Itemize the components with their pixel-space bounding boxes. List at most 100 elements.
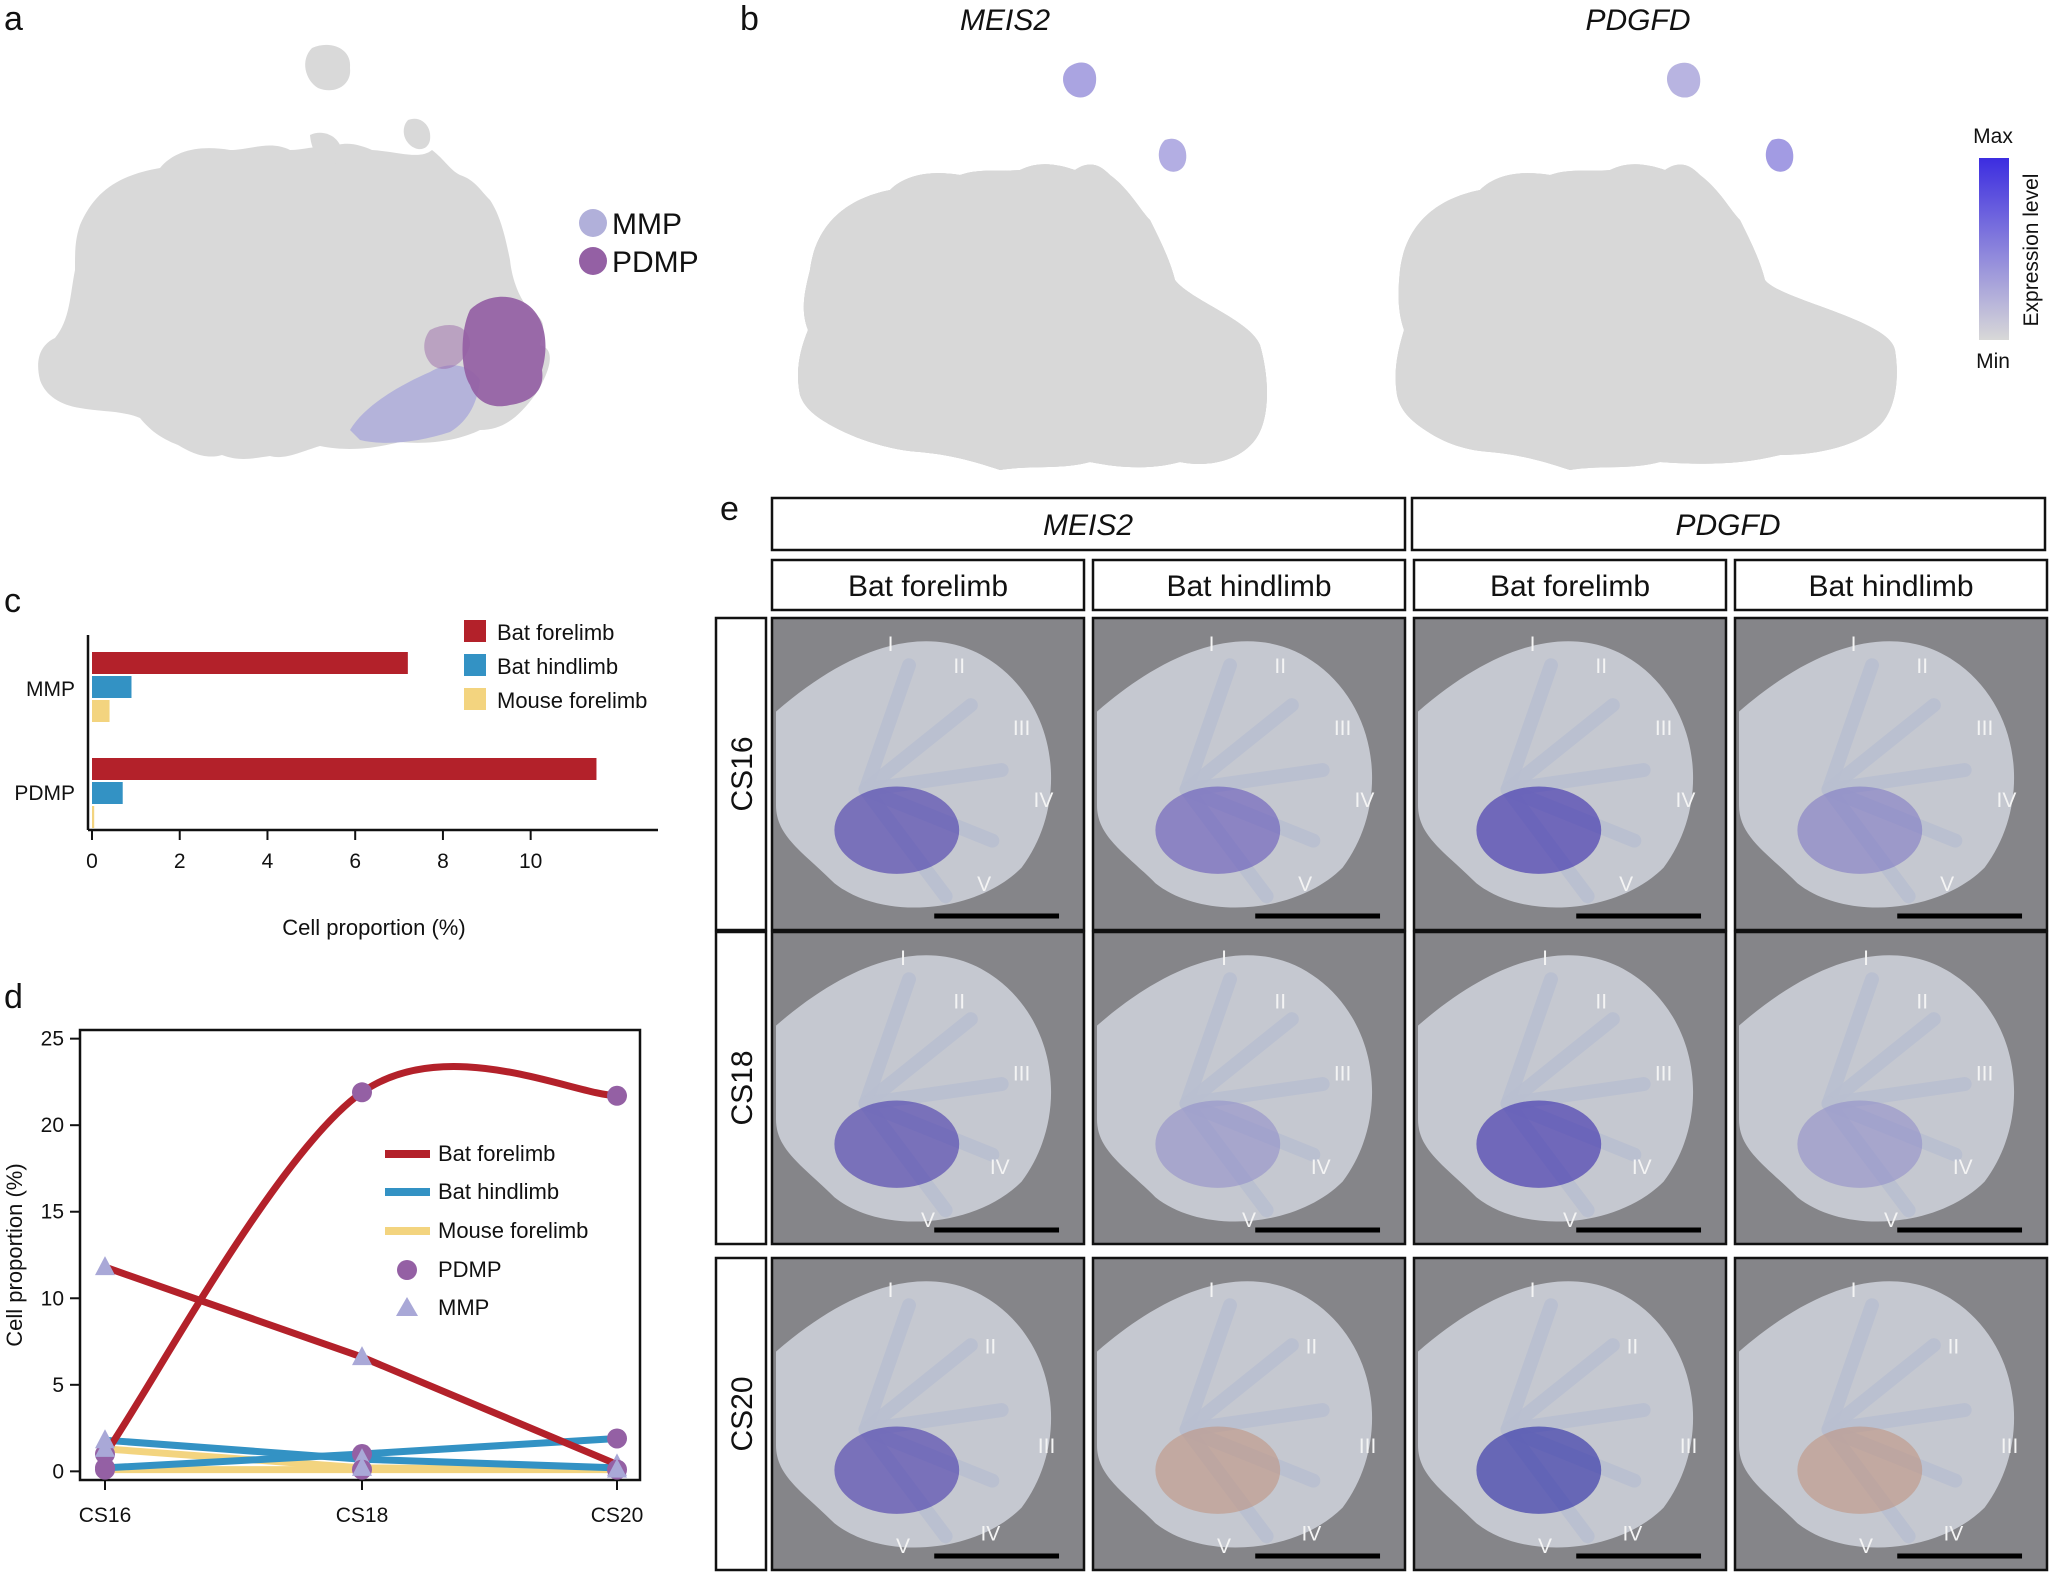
legend-d-bat-forelimb: Bat forelimb	[438, 1141, 555, 1166]
digit-ray	[858, 1403, 1009, 1437]
digit-label-iv: IV	[1311, 1156, 1331, 1179]
row-header-cs20	[714, 1256, 768, 1572]
digit-label-iii: III	[1680, 1435, 1698, 1458]
digit-ray	[1500, 1403, 1651, 1437]
digit-label-iv: IV	[1034, 789, 1054, 812]
digit-label-v: V	[1940, 873, 1954, 896]
digit-label-i: I	[1542, 947, 1548, 970]
digit-label-iv: IV	[1953, 1156, 1973, 1179]
digit-ray	[858, 698, 978, 797]
stain-signal	[834, 786, 960, 874]
x-tick-label-cs20: CS20	[591, 1504, 644, 1527]
bar-pdmp-bat-hindlimb	[92, 782, 123, 804]
colorbar-max-label: Max	[1973, 125, 2013, 148]
point-mmp-mouse-forelimb-cs16	[95, 1437, 115, 1457]
digit-ray	[858, 1077, 1009, 1111]
stain-signal	[1155, 786, 1281, 874]
digit-label-v: V	[921, 1209, 935, 1232]
mmp-cluster	[350, 365, 480, 443]
y-tick-label: 15	[41, 1201, 64, 1224]
legend-pdmp-marker	[579, 247, 607, 275]
digit-ray	[858, 1298, 916, 1437]
digit-ray	[1500, 658, 1558, 797]
bar-pdmp-mouse-forelimb	[92, 806, 95, 828]
digit-ray	[858, 658, 916, 797]
stain-signal	[834, 1100, 960, 1188]
digit-label-iii: III	[1655, 1062, 1673, 1085]
digit-ray	[1179, 658, 1237, 797]
digit-label-i: I	[888, 1279, 894, 1302]
legend-d-pdmp: PDMP	[438, 1257, 502, 1282]
digit-ray	[858, 1012, 978, 1111]
digit-label-iv: IV	[1301, 1523, 1321, 1546]
digit-ray	[858, 1338, 978, 1437]
point-mmp-bat-forelimb-cs16	[95, 1256, 115, 1276]
pdgfd-umap	[1395, 62, 1897, 470]
point-pdmp-bat-hindlimb-cs20	[607, 1428, 627, 1449]
y-tick-label: 5	[52, 1374, 64, 1397]
stain-signal	[1797, 1100, 1923, 1188]
legend-marker-mmp	[396, 1297, 418, 1316]
umap-island-2	[403, 118, 431, 150]
row-header-text-cs18: CS18	[726, 1050, 759, 1125]
digit-label-v: V	[1859, 1535, 1873, 1558]
category-label-mmp: MMP	[26, 678, 75, 701]
digit-label-v: V	[1619, 873, 1633, 896]
x-tick-label: 4	[262, 850, 274, 873]
digit-label-iv: IV	[1676, 789, 1696, 812]
digit-label-ii: II	[953, 991, 965, 1014]
digit-label-i: I	[1851, 1279, 1857, 1302]
digit-ray	[1821, 1298, 1879, 1437]
bar-mmp-mouse-forelimb	[92, 700, 110, 722]
stain-signal	[1476, 786, 1602, 874]
row-header-text-cs16: CS16	[726, 736, 759, 811]
digit-label-i: I	[1863, 947, 1869, 970]
colorbar: Max Min Expression level	[1973, 125, 2043, 373]
digit-label-ii: II	[1274, 991, 1286, 1014]
column-header-text-4: Bat hindlimb	[1808, 570, 1973, 603]
digit-label-v: V	[1298, 873, 1312, 896]
stain-signal	[1797, 1426, 1923, 1514]
bar-mmp-bat-hindlimb	[92, 676, 132, 698]
row-header-text-cs20: CS20	[726, 1376, 759, 1451]
y-tick-label: 10	[41, 1287, 64, 1310]
legend-marker-pdmp	[397, 1260, 417, 1280]
digit-label-iii: III	[2001, 1435, 2019, 1458]
panel-a-umap: MMP PDMP	[38, 44, 699, 459]
column-header-2	[1091, 558, 1407, 612]
bar-mmp-bat-forelimb	[92, 652, 408, 674]
header-gene-pdgfd-text: PDGFD	[1676, 509, 1781, 542]
digit-label-v: V	[896, 1535, 910, 1558]
digit-ray	[1500, 1298, 1558, 1437]
legend-mmp-marker	[579, 209, 607, 237]
digit-label-iii: III	[1976, 1062, 1994, 1085]
digit-label-iii: III	[1334, 1062, 1352, 1085]
digit-ray	[1500, 763, 1651, 797]
umap-cloud	[38, 143, 550, 459]
digit-ray	[1821, 658, 1879, 797]
column-header-1	[770, 558, 1086, 612]
digit-label-iv: IV	[1997, 789, 2017, 812]
point-pdmp-bat-forelimb-cs20	[607, 1085, 627, 1106]
digit-label-v: V	[1242, 1209, 1256, 1232]
digit-label-ii: II	[985, 1335, 997, 1358]
gene-title-pdgfd: PDGFD	[1586, 4, 1691, 37]
bar-pdmp-bat-forelimb	[92, 758, 597, 780]
legend-label-bat-forelimb: Bat forelimb	[497, 620, 614, 645]
panel-c-xlabel: Cell proportion (%)	[282, 915, 465, 940]
panel-e-in-situ-grid: MEIS2 PDGFD Bat forelimb Bat hindlimb Bat …	[714, 496, 2049, 1572]
header-gene-pdgfd	[1410, 496, 2047, 552]
digit-label-i: I	[1221, 947, 1227, 970]
digit-ray	[1821, 1338, 1941, 1437]
digit-ray	[1500, 972, 1558, 1111]
digit-label-ii: II	[1595, 991, 1607, 1014]
point-mmp-mouse-forelimb-cs18	[352, 1456, 372, 1476]
gene-title-meis2: MEIS2	[960, 4, 1050, 37]
stain-signal	[834, 1426, 960, 1514]
digit-label-iii: III	[1334, 717, 1352, 740]
